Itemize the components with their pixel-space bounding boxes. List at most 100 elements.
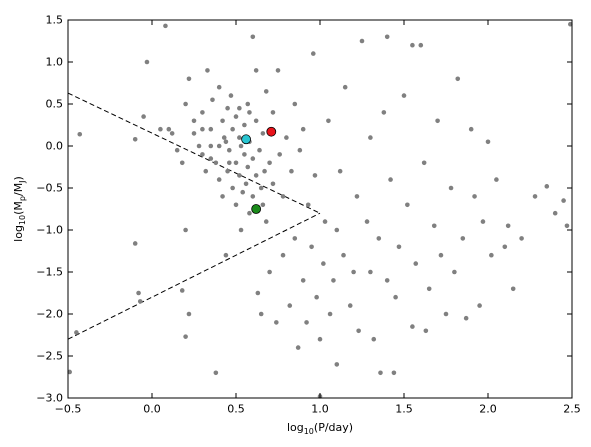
- point: [169, 131, 175, 136]
- point: [438, 252, 444, 258]
- point: [216, 143, 222, 149]
- point: [270, 110, 276, 115]
- point: [468, 126, 474, 132]
- point: [455, 76, 461, 82]
- point: [322, 219, 328, 224]
- y-label-part: /M: [12, 183, 25, 196]
- point: [304, 320, 309, 325]
- point: [472, 194, 477, 199]
- point: [544, 184, 550, 189]
- point: [191, 118, 197, 124]
- point: [205, 68, 210, 73]
- x-tick-label: 1.0: [311, 403, 329, 416]
- point: [213, 370, 219, 376]
- point: [477, 303, 482, 308]
- point: [230, 185, 235, 191]
- point: [391, 370, 397, 376]
- point: [384, 278, 390, 283]
- point: [163, 23, 168, 29]
- point: [179, 160, 185, 166]
- point: [247, 210, 252, 216]
- point: [326, 118, 331, 124]
- point: [210, 97, 215, 103]
- point: [253, 173, 259, 178]
- y-label-sub: J: [18, 180, 27, 183]
- point: [174, 147, 180, 153]
- y-tick-label: 0.0: [46, 140, 64, 153]
- highlight-point: [266, 126, 277, 137]
- point: [250, 194, 256, 199]
- y-label-part: (M: [12, 201, 25, 215]
- point: [263, 89, 269, 94]
- y-tick-label: −2.5: [36, 350, 63, 363]
- point: [317, 336, 323, 342]
- point: [200, 110, 205, 115]
- point: [405, 202, 410, 208]
- y-tick-label: −1.0: [36, 224, 63, 237]
- point: [179, 288, 185, 293]
- y-tick-label: 0.5: [46, 98, 64, 111]
- point: [208, 126, 214, 132]
- point: [226, 160, 232, 166]
- point: [216, 177, 222, 182]
- point: [334, 227, 340, 233]
- point: [327, 311, 333, 317]
- point: [435, 118, 440, 124]
- point: [341, 252, 346, 258]
- x-label-sub: 10: [304, 427, 314, 436]
- point: [393, 294, 398, 300]
- point: [262, 168, 267, 174]
- point: [452, 269, 457, 275]
- point: [342, 84, 348, 90]
- x-tick-label: 2.0: [479, 403, 497, 416]
- point: [245, 164, 251, 170]
- point: [213, 160, 219, 166]
- point: [347, 303, 353, 308]
- point: [186, 76, 192, 82]
- point: [258, 311, 264, 317]
- x-label-part: log: [287, 421, 304, 434]
- point: [238, 143, 244, 149]
- point: [295, 345, 301, 350]
- point: [292, 101, 298, 107]
- point: [221, 135, 227, 140]
- point: [331, 278, 336, 283]
- point: [230, 126, 235, 132]
- point: [378, 370, 383, 376]
- point: [247, 110, 252, 115]
- point: [200, 126, 205, 132]
- point: [225, 168, 230, 174]
- point: [292, 236, 298, 241]
- point: [250, 156, 256, 161]
- point: [166, 126, 172, 132]
- point: [238, 227, 244, 233]
- point: [144, 59, 150, 65]
- x-axis-label: log10(P/day): [287, 421, 353, 436]
- y-tick-label: 1.5: [46, 14, 64, 27]
- point: [223, 252, 229, 258]
- point: [216, 84, 222, 90]
- point: [242, 122, 247, 128]
- point: [297, 147, 303, 153]
- point: [136, 290, 141, 296]
- y-tick-label: 1.0: [46, 56, 64, 69]
- point: [183, 334, 188, 339]
- point: [312, 173, 318, 178]
- point: [233, 114, 239, 119]
- y-axis-label: log10(Mp/MJ): [12, 176, 27, 242]
- point: [532, 194, 538, 199]
- y-tick-label: −3.0: [36, 392, 63, 405]
- point: [463, 315, 469, 321]
- point: [485, 139, 491, 145]
- point: [410, 42, 415, 48]
- point: [132, 136, 138, 142]
- point: [421, 160, 427, 166]
- point: [552, 210, 558, 216]
- point: [354, 194, 360, 199]
- y-tick-label: −2.0: [36, 308, 63, 321]
- point: [388, 177, 393, 182]
- point: [401, 93, 407, 98]
- point: [334, 362, 340, 367]
- point: [561, 198, 566, 203]
